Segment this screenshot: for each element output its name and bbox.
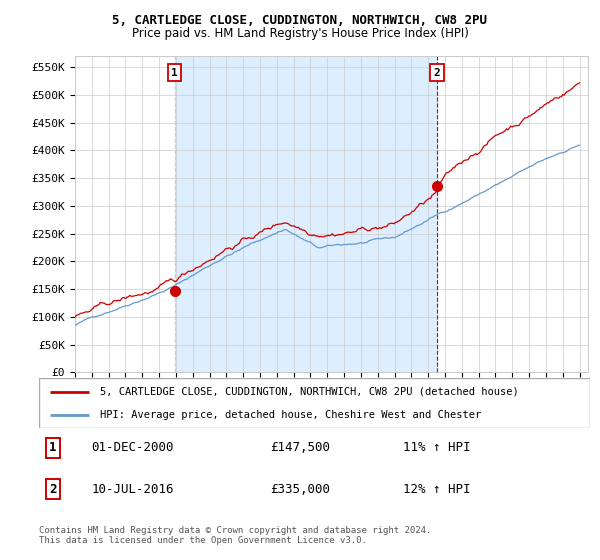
Text: 1: 1 xyxy=(49,441,56,454)
Text: Price paid vs. HM Land Registry's House Price Index (HPI): Price paid vs. HM Land Registry's House … xyxy=(131,27,469,40)
Text: 01-DEC-2000: 01-DEC-2000 xyxy=(91,441,174,454)
Text: £147,500: £147,500 xyxy=(271,441,331,454)
Text: 1: 1 xyxy=(171,68,178,78)
FancyBboxPatch shape xyxy=(39,378,590,428)
Text: This data is licensed under the Open Government Licence v3.0.: This data is licensed under the Open Gov… xyxy=(39,536,367,545)
Text: 11% ↑ HPI: 11% ↑ HPI xyxy=(403,441,470,454)
Text: £335,000: £335,000 xyxy=(271,483,331,496)
Text: 5, CARTLEDGE CLOSE, CUDDINGTON, NORTHWICH, CW8 2PU: 5, CARTLEDGE CLOSE, CUDDINGTON, NORTHWIC… xyxy=(113,14,487,27)
Text: 2: 2 xyxy=(434,68,440,78)
Text: 12% ↑ HPI: 12% ↑ HPI xyxy=(403,483,470,496)
Text: Contains HM Land Registry data © Crown copyright and database right 2024.: Contains HM Land Registry data © Crown c… xyxy=(39,526,431,535)
Text: 5, CARTLEDGE CLOSE, CUDDINGTON, NORTHWICH, CW8 2PU (detached house): 5, CARTLEDGE CLOSE, CUDDINGTON, NORTHWIC… xyxy=(100,386,518,396)
Bar xyxy=(175,56,437,372)
Text: HPI: Average price, detached house, Cheshire West and Chester: HPI: Average price, detached house, Ches… xyxy=(100,410,481,420)
Text: 10-JUL-2016: 10-JUL-2016 xyxy=(91,483,174,496)
Text: 2: 2 xyxy=(49,483,56,496)
